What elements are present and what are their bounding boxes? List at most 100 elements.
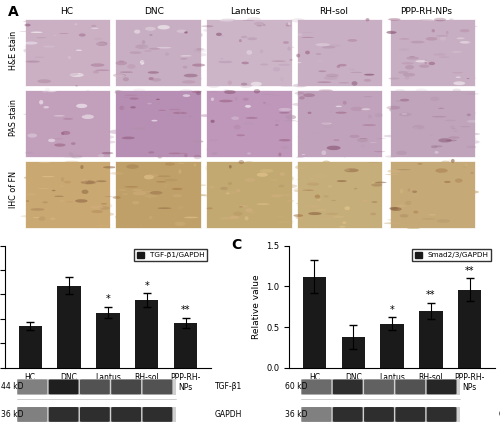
Bar [115, 19, 201, 86]
Ellipse shape [354, 175, 359, 178]
Ellipse shape [158, 110, 166, 111]
Ellipse shape [277, 194, 291, 196]
Ellipse shape [101, 213, 114, 216]
Ellipse shape [66, 203, 74, 207]
Ellipse shape [466, 146, 476, 148]
Ellipse shape [292, 62, 302, 63]
Ellipse shape [298, 94, 304, 96]
Ellipse shape [394, 100, 408, 102]
Ellipse shape [342, 221, 346, 224]
Ellipse shape [263, 102, 266, 104]
Ellipse shape [244, 153, 255, 156]
Ellipse shape [165, 53, 169, 56]
Ellipse shape [414, 210, 418, 213]
Bar [58, 286, 80, 368]
Ellipse shape [275, 124, 278, 126]
Ellipse shape [344, 206, 350, 210]
Ellipse shape [268, 179, 278, 181]
Ellipse shape [324, 195, 329, 197]
Ellipse shape [36, 37, 46, 38]
Bar [296, 90, 382, 157]
Ellipse shape [174, 211, 181, 214]
Ellipse shape [82, 179, 88, 182]
Ellipse shape [389, 108, 395, 112]
Ellipse shape [32, 207, 46, 208]
Ellipse shape [348, 93, 362, 95]
Ellipse shape [338, 82, 349, 83]
Ellipse shape [385, 156, 398, 158]
Ellipse shape [446, 31, 448, 35]
Ellipse shape [258, 165, 264, 168]
Ellipse shape [116, 72, 121, 76]
Ellipse shape [164, 183, 168, 188]
Ellipse shape [296, 54, 300, 57]
Ellipse shape [50, 218, 56, 220]
Text: C: C [232, 238, 241, 252]
Ellipse shape [138, 216, 150, 221]
Ellipse shape [440, 172, 452, 175]
Ellipse shape [364, 79, 372, 82]
Ellipse shape [76, 85, 78, 86]
Ellipse shape [346, 50, 350, 54]
Ellipse shape [131, 34, 137, 35]
Ellipse shape [308, 60, 312, 61]
Ellipse shape [470, 172, 474, 174]
Ellipse shape [82, 181, 96, 184]
Ellipse shape [42, 90, 47, 93]
Ellipse shape [254, 22, 264, 25]
Ellipse shape [140, 225, 142, 227]
Bar [24, 19, 110, 86]
Ellipse shape [436, 145, 442, 147]
Ellipse shape [210, 165, 221, 166]
Ellipse shape [447, 188, 459, 190]
Text: 44 kD: 44 kD [1, 382, 24, 391]
Ellipse shape [317, 131, 329, 133]
Ellipse shape [362, 200, 368, 202]
Ellipse shape [132, 189, 142, 191]
Ellipse shape [390, 222, 402, 224]
Bar [18, 379, 176, 395]
Ellipse shape [342, 169, 350, 171]
Ellipse shape [460, 41, 471, 44]
Ellipse shape [362, 187, 370, 190]
Ellipse shape [122, 184, 135, 186]
Ellipse shape [209, 63, 220, 66]
Ellipse shape [80, 113, 86, 116]
Ellipse shape [42, 176, 54, 177]
Ellipse shape [376, 21, 384, 22]
Ellipse shape [51, 77, 57, 80]
Ellipse shape [46, 88, 57, 92]
Ellipse shape [24, 41, 38, 44]
Ellipse shape [202, 25, 213, 27]
Ellipse shape [124, 207, 126, 211]
Ellipse shape [407, 224, 417, 226]
Ellipse shape [31, 138, 34, 142]
Ellipse shape [54, 115, 64, 117]
Ellipse shape [234, 75, 247, 77]
Ellipse shape [151, 154, 162, 155]
Ellipse shape [90, 206, 104, 209]
Ellipse shape [19, 31, 31, 32]
Ellipse shape [180, 212, 184, 216]
Ellipse shape [404, 139, 407, 140]
Ellipse shape [71, 142, 76, 145]
Ellipse shape [263, 24, 266, 26]
Ellipse shape [411, 194, 419, 197]
Ellipse shape [154, 151, 166, 155]
Text: HC: HC [60, 6, 73, 16]
Ellipse shape [305, 45, 312, 48]
Ellipse shape [50, 168, 58, 171]
Ellipse shape [218, 118, 230, 119]
Text: *: * [390, 305, 394, 315]
Text: **: ** [465, 266, 474, 276]
Ellipse shape [436, 168, 448, 173]
Text: *: * [106, 294, 110, 304]
Ellipse shape [119, 60, 124, 62]
Ellipse shape [242, 62, 249, 64]
Ellipse shape [94, 212, 106, 213]
Ellipse shape [446, 140, 457, 141]
Ellipse shape [127, 173, 131, 175]
Ellipse shape [344, 207, 356, 209]
Ellipse shape [76, 50, 82, 51]
Ellipse shape [438, 56, 450, 58]
